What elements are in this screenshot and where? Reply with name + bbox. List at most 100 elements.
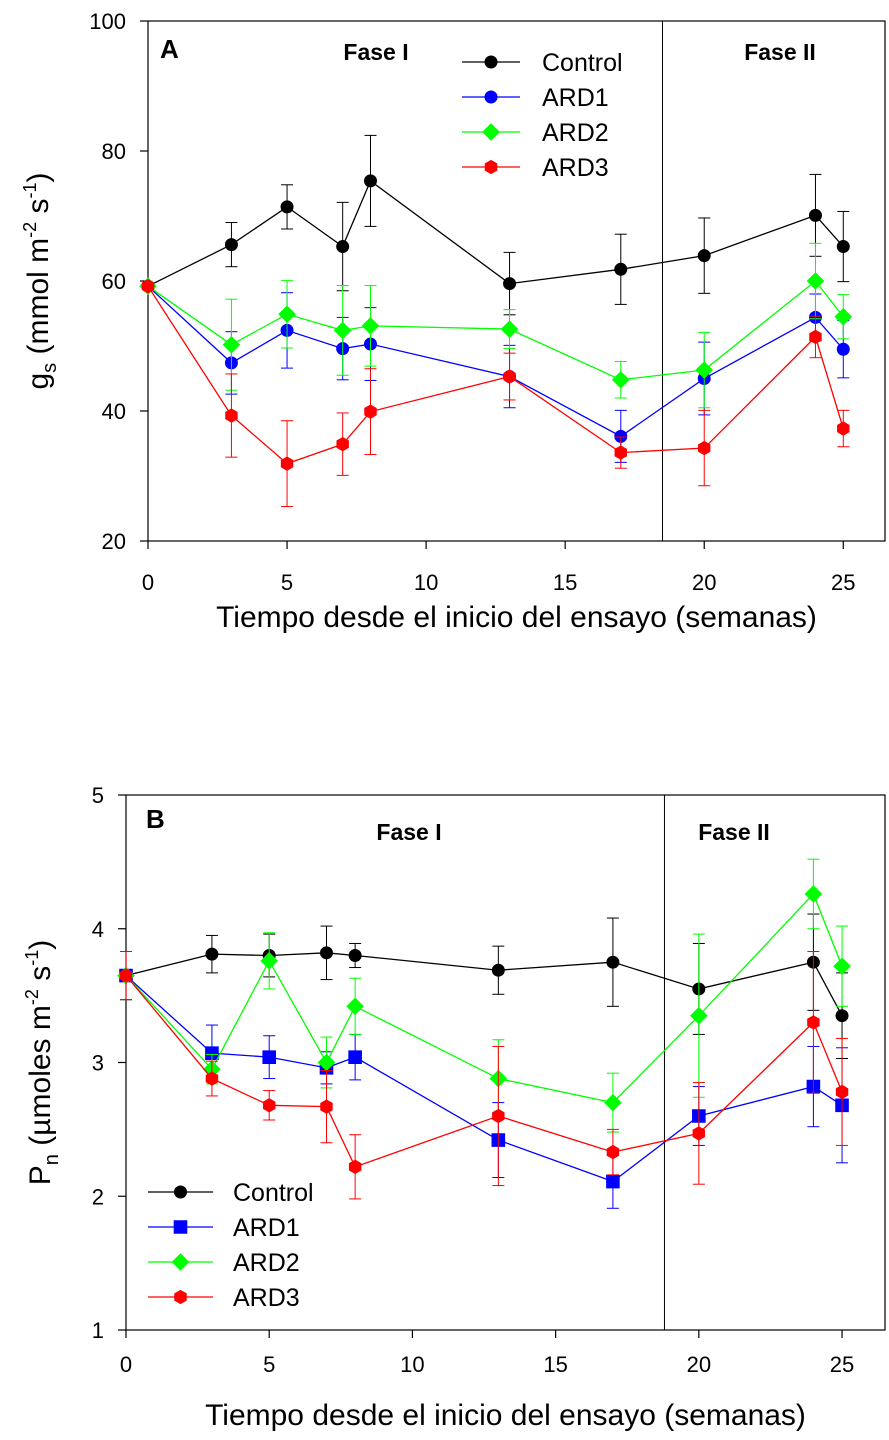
legend: Control ARD1 ARD2 ARD3 (148, 1179, 314, 1312)
series-line-ard2 (125, 892, 843, 1104)
data-point-control (224, 238, 238, 252)
legend-marker-ard2 (482, 123, 500, 141)
phase-label: Fase II (744, 39, 816, 65)
y-axis-title-part: s (24, 966, 57, 989)
data-point-control (363, 174, 377, 188)
legend-marker-ard2 (171, 1253, 190, 1271)
legend-label-control: Control (542, 49, 623, 77)
data-point-control (606, 955, 620, 969)
legend-marker-control (174, 1185, 187, 1199)
series-line-control (147, 179, 844, 287)
x-tick-label: 5 (281, 570, 293, 595)
data-point-ard3 (364, 404, 377, 419)
data-point-ard2 (695, 361, 714, 379)
y-tick-label: 5 (92, 783, 104, 808)
series-ard2 (139, 242, 853, 409)
data-point-control (280, 200, 294, 214)
series-line-ard3 (125, 975, 843, 1168)
data-point-ard2 (690, 1006, 708, 1025)
series-line-control (125, 952, 843, 1016)
chart-panel-a: 0 5 10 15 20 25 20 40 60 80 100 Tiempo desde el ini… (20, 9, 886, 634)
data-point-control (503, 277, 517, 291)
data-point-ard3 (141, 279, 155, 294)
legend-marker-ard3 (174, 1289, 187, 1305)
y-tick-label: 80 (102, 139, 126, 164)
data-point-ard2 (346, 997, 364, 1016)
legend-label-ard3: ARD3 (233, 1284, 300, 1312)
y-axis-title-part: s (22, 198, 55, 221)
data-point-control (614, 262, 628, 276)
data-point-ard3 (614, 445, 628, 460)
data-point-ard3 (809, 329, 822, 345)
x-tick-label: 0 (142, 570, 154, 595)
data-point-ard1 (205, 1046, 219, 1060)
data-point-control (836, 240, 850, 254)
y-axis-title-part: n (41, 1154, 63, 1165)
data-point-ard2 (222, 335, 241, 354)
legend-marker-ard3 (484, 159, 498, 175)
x-tick-label: 5 (263, 1352, 275, 1377)
y-tick-label: 60 (102, 269, 126, 294)
data-point-ard2 (278, 305, 296, 323)
data-point-control (319, 946, 333, 960)
x-tick-label: 10 (414, 570, 438, 595)
data-point-ard3 (692, 1126, 706, 1141)
data-point-ard2 (804, 885, 823, 903)
legend-label-ard1: ARD1 (233, 1214, 300, 1242)
series-control (141, 134, 850, 316)
y-axis-title: gs (mmol m-2 s-1) (20, 172, 61, 389)
data-point-ard3 (837, 421, 850, 436)
y-axis-title-part: -2 (20, 222, 40, 238)
data-point-ard3 (336, 436, 349, 452)
x-axis-title: Tiempo desde el inicio del ensayo (seman… (216, 601, 817, 634)
data-point-ard3 (606, 1144, 620, 1160)
y-axis-title-part: P (24, 1165, 57, 1185)
data-point-control (491, 963, 505, 977)
data-point-ard2 (834, 307, 853, 326)
legend: Control ARD1 ARD2 ARD3 (462, 49, 623, 182)
data-point-control (835, 1009, 849, 1023)
y-axis-title-part: ) (22, 172, 55, 182)
y-axis-title-part: g (22, 373, 55, 390)
y-tick-label: 100 (89, 9, 126, 34)
data-point-ard3 (835, 1084, 849, 1100)
chart-panel-b: 0 5 10 15 20 25 1 2 3 4 5 Tiempo desde el inicio de… (22, 783, 886, 1432)
series-line-ard1 (147, 285, 844, 438)
x-tick-label: 15 (543, 1352, 567, 1377)
y-tick-label: 40 (102, 399, 126, 424)
y-axis-title-part: (mmol m (22, 238, 55, 363)
data-point-ard3 (262, 1098, 276, 1113)
phase-label: Fase I (343, 39, 408, 65)
data-point-ard2 (806, 272, 825, 290)
y-tick-label: 3 (92, 1051, 104, 1076)
series-ard3 (141, 279, 850, 508)
data-point-ard3 (119, 968, 133, 983)
data-point-control (336, 240, 350, 254)
phase-label: Fase II (698, 819, 770, 845)
data-point-ard2 (333, 321, 352, 340)
data-point-ard1 (606, 1174, 620, 1189)
x-axis-title: Tiempo desde el inicio del ensayo (seman… (205, 1399, 806, 1432)
data-point-ard3 (698, 440, 711, 456)
data-point-ard3 (205, 1071, 219, 1086)
y-axis-title-part: s (39, 363, 61, 373)
series-line-ard2 (147, 280, 844, 381)
data-point-control (808, 208, 822, 222)
data-point-ard3 (225, 408, 238, 423)
legend-label-ard2: ARD2 (542, 119, 609, 147)
data-point-ard3 (280, 456, 294, 471)
series-line-ard1 (125, 975, 843, 1183)
data-point-ard1 (262, 1050, 277, 1064)
legend-marker-ard1 (173, 1220, 188, 1234)
y-tick-label: 1 (92, 1318, 104, 1343)
x-tick-label: 20 (687, 1352, 711, 1377)
data-point-ard1 (348, 1050, 362, 1064)
series-ard3 (119, 950, 849, 1200)
data-point-ard1 (836, 342, 850, 356)
x-tick-label: 15 (553, 570, 577, 595)
legend-label-control: Control (233, 1179, 314, 1207)
phase-label: Fase I (376, 819, 441, 845)
legend-label-ard2: ARD2 (233, 1249, 300, 1277)
data-point-ard3 (807, 1015, 820, 1030)
